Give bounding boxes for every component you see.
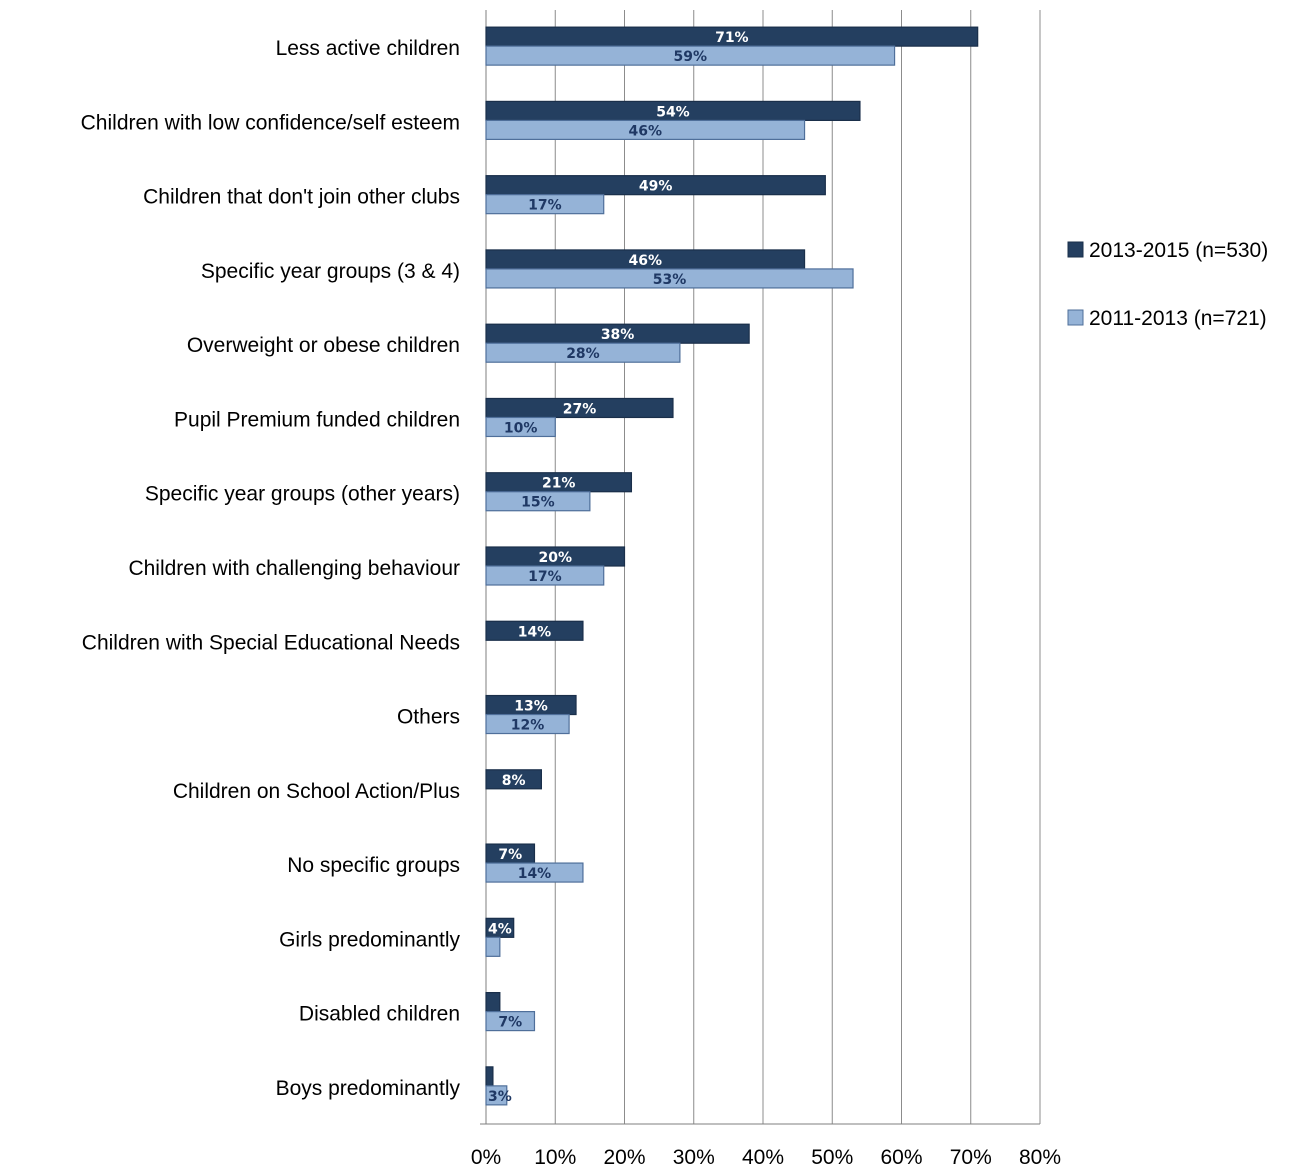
data-label: 53% — [653, 272, 687, 288]
category-label: Boys predominantly — [276, 1077, 461, 1100]
bar-2011-2013 — [485, 416, 556, 438]
data-label: 54% — [656, 104, 690, 120]
data-label: 17% — [528, 198, 562, 214]
bar-2013-2015 — [485, 397, 674, 419]
bar-2013-2015 — [485, 991, 501, 1013]
data-label: 59% — [674, 49, 708, 65]
bar-2013-2015 — [485, 769, 543, 790]
category-label: Pupil Premium funded children — [174, 408, 460, 431]
bar-2011-2013 — [485, 268, 854, 289]
bar-2011-2013 — [485, 342, 681, 363]
bar-2011-2013 — [485, 713, 570, 735]
category-label: Specific year groups (3 & 4) — [201, 260, 460, 283]
x-tick-label: 10% — [534, 1146, 576, 1169]
category-label: Children with low confidence/self esteem — [81, 111, 460, 134]
data-label: 21% — [542, 476, 576, 492]
data-label: 20% — [538, 550, 572, 566]
bar-2013-2015 — [485, 620, 584, 641]
legend-swatch — [1067, 241, 1084, 258]
x-tick-label: 40% — [742, 1146, 784, 1169]
bar-2011-2013 — [485, 45, 896, 66]
legend-label: 2011-2013 (n=721) — [1089, 307, 1267, 330]
bar-2011-2013 — [485, 565, 605, 586]
data-label: 4% — [488, 921, 512, 937]
legend-label: 2013-2015 (n=530) — [1089, 239, 1268, 262]
data-label: 27% — [563, 401, 597, 417]
category-labels: Less active children Children with low co… — [81, 37, 461, 1100]
bars: 71% 59% 54% 46% 49% 17% 46% 53% 38%28% 27% 10% 21% 1… — [485, 26, 979, 1106]
bar-2011-2013 — [485, 194, 605, 215]
data-label: 28% — [566, 346, 600, 362]
data-label: 46% — [629, 123, 663, 139]
data-label: 12% — [511, 718, 545, 734]
data-label: 7% — [498, 1015, 522, 1031]
x-tick-label: 50% — [811, 1146, 853, 1169]
category-label: Less active children — [276, 37, 460, 60]
bar-2011-2013 — [485, 862, 584, 883]
data-label: 14% — [518, 866, 552, 882]
category-label: Children on School Action/Plus — [173, 780, 460, 803]
x-tick-label: 30% — [673, 1146, 715, 1169]
legend-swatch — [1067, 309, 1084, 326]
bar-2013-2015 — [485, 1066, 494, 1087]
category-label: No specific groups — [287, 854, 460, 877]
data-label: 49% — [639, 179, 673, 195]
data-label: 8% — [502, 773, 526, 789]
data-label: 46% — [629, 253, 663, 269]
category-label: Specific year groups (other years) — [145, 483, 460, 506]
data-label: 17% — [528, 569, 562, 585]
category-label: Overweight or obese children — [187, 334, 460, 357]
data-label: 10% — [504, 420, 538, 436]
data-label: 13% — [514, 699, 548, 715]
x-tick-label: 0% — [471, 1146, 501, 1169]
bar-2013-2015 — [485, 175, 826, 196]
bar-2011-2013 — [485, 1010, 536, 1032]
x-tick-label: 20% — [603, 1146, 645, 1169]
data-label: 7% — [498, 847, 522, 863]
category-label: Children with Special Educational Needs — [82, 631, 460, 654]
data-label: 15% — [521, 495, 555, 511]
x-tick-label: 80% — [1019, 1146, 1061, 1169]
data-label: 3% — [488, 1089, 512, 1105]
x-tick-label: 70% — [950, 1146, 992, 1169]
category-label: Children that don't join other clubs — [143, 186, 460, 209]
data-label: 14% — [518, 624, 552, 640]
bar-2011-2013 — [485, 119, 806, 141]
x-axis-ticks: 0% 10% 20% 30% 40% 50% 60% 70% 80% — [471, 1146, 1061, 1169]
category-label: Children with challenging behaviour — [128, 557, 460, 580]
category-label: Girls predominantly — [279, 928, 460, 951]
data-label: 71% — [715, 30, 749, 46]
legend: 2013-2015 (n=530) 2011-2013 (n=721) — [1067, 239, 1268, 330]
category-label: Disabled children — [299, 1003, 460, 1026]
bar-2011-2013 — [485, 936, 501, 957]
data-label: 38% — [601, 327, 635, 343]
bar-2011-2013 — [485, 491, 591, 512]
category-label: Others — [397, 706, 460, 729]
x-tick-label: 60% — [880, 1146, 922, 1169]
bar-2011-2013 — [485, 1085, 508, 1106]
